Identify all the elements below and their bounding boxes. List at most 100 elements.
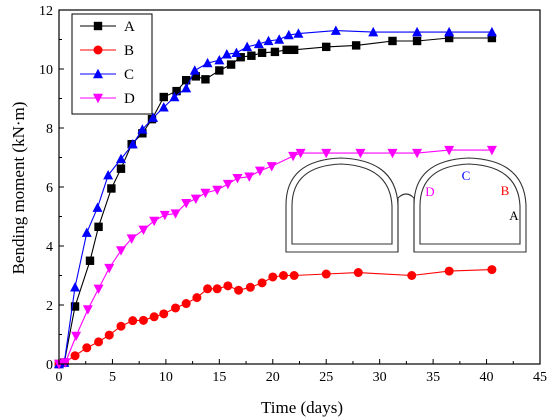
tunnel-cross-section-inset: D C BA xyxy=(285,157,527,253)
x-axis-title: Time (days) xyxy=(261,398,343,417)
data-point xyxy=(412,148,423,159)
tunnel-outer-lining xyxy=(413,157,527,253)
data-point xyxy=(138,315,148,325)
data-point xyxy=(412,26,423,37)
data-point xyxy=(254,166,265,176)
data-point xyxy=(288,151,299,162)
middle-wall xyxy=(397,193,415,252)
data-point xyxy=(85,256,95,265)
data-point xyxy=(149,312,159,322)
data-point xyxy=(93,284,104,294)
data-point xyxy=(321,269,331,279)
data-point xyxy=(201,75,210,84)
data-point xyxy=(192,293,202,303)
x-tick-label: 10 xyxy=(159,370,173,385)
inset-label-C: C xyxy=(462,168,471,183)
x-tick-label: 35 xyxy=(426,370,440,385)
data-point xyxy=(242,41,253,52)
y-axis-title: Bending moment (kN·m) xyxy=(9,102,28,275)
data-point xyxy=(214,54,225,65)
data-point xyxy=(115,153,126,164)
data-point xyxy=(191,72,201,81)
data-point xyxy=(486,26,497,37)
data-point xyxy=(116,321,126,331)
legend-marker xyxy=(93,68,103,79)
data-point xyxy=(282,45,291,55)
data-point xyxy=(159,210,170,221)
x-tick-label: 25 xyxy=(319,370,333,385)
data-point xyxy=(127,139,138,149)
inset-label-D: D xyxy=(425,184,434,199)
data-point xyxy=(444,145,455,156)
data-point xyxy=(103,170,114,180)
data-point xyxy=(353,268,363,278)
data-point xyxy=(487,33,497,43)
x-tick-label: 15 xyxy=(212,370,226,385)
data-point xyxy=(116,164,126,173)
data-point xyxy=(138,225,149,235)
x-tick-label: 45 xyxy=(533,370,547,385)
data-point xyxy=(444,26,455,37)
data-point xyxy=(104,330,114,340)
data-point xyxy=(115,246,126,256)
data-point xyxy=(330,25,341,35)
data-point xyxy=(159,309,169,319)
data-point xyxy=(295,148,306,159)
data-point xyxy=(128,316,138,326)
data-point xyxy=(212,284,222,294)
y-tick-label: 2 xyxy=(46,299,53,314)
data-point xyxy=(172,86,181,96)
data-point xyxy=(274,34,285,44)
data-point xyxy=(253,38,264,49)
data-point xyxy=(444,33,454,43)
data-point xyxy=(223,281,233,291)
data-point xyxy=(190,194,201,204)
series-A xyxy=(54,33,497,369)
data-point xyxy=(355,148,366,159)
data-point xyxy=(231,47,242,57)
data-point xyxy=(159,92,168,102)
data-point xyxy=(234,285,244,295)
legend-label: C xyxy=(124,67,134,83)
data-point xyxy=(257,48,267,57)
left-tunnel xyxy=(285,157,399,253)
tunnel-outer-lining xyxy=(285,157,399,253)
data-point xyxy=(322,42,331,52)
data-point xyxy=(263,35,274,46)
data-point xyxy=(268,272,278,282)
data-point xyxy=(149,216,160,227)
data-point xyxy=(158,102,169,112)
right-tunnel xyxy=(413,157,527,253)
y-tick-label: 10 xyxy=(39,63,53,78)
data-point xyxy=(221,49,232,59)
series-B xyxy=(54,265,497,369)
data-point xyxy=(81,227,92,237)
data-point xyxy=(181,82,192,93)
data-point xyxy=(169,91,180,102)
legend-entry-C: C xyxy=(80,67,134,83)
series-line-B xyxy=(58,269,492,365)
data-point xyxy=(203,284,213,294)
data-point xyxy=(351,41,361,50)
data-point xyxy=(236,53,245,62)
x-tick-label: 0 xyxy=(56,370,63,385)
data-point xyxy=(200,188,211,199)
data-point xyxy=(215,66,224,75)
tunnel-inner-lining xyxy=(291,163,393,245)
y-tick-label: 8 xyxy=(46,122,53,137)
inset-label-A: A xyxy=(509,208,519,223)
data-point xyxy=(137,124,148,134)
data-point xyxy=(407,271,417,280)
legend-marker xyxy=(93,45,103,55)
data-point xyxy=(94,222,103,232)
data-point xyxy=(70,302,80,311)
data-point xyxy=(126,234,137,244)
data-point xyxy=(283,29,294,40)
data-point xyxy=(388,36,397,46)
data-point xyxy=(222,179,233,190)
data-point xyxy=(212,185,223,196)
legend-entry-A: A xyxy=(80,19,135,35)
data-point xyxy=(189,65,200,75)
data-point xyxy=(245,282,255,292)
